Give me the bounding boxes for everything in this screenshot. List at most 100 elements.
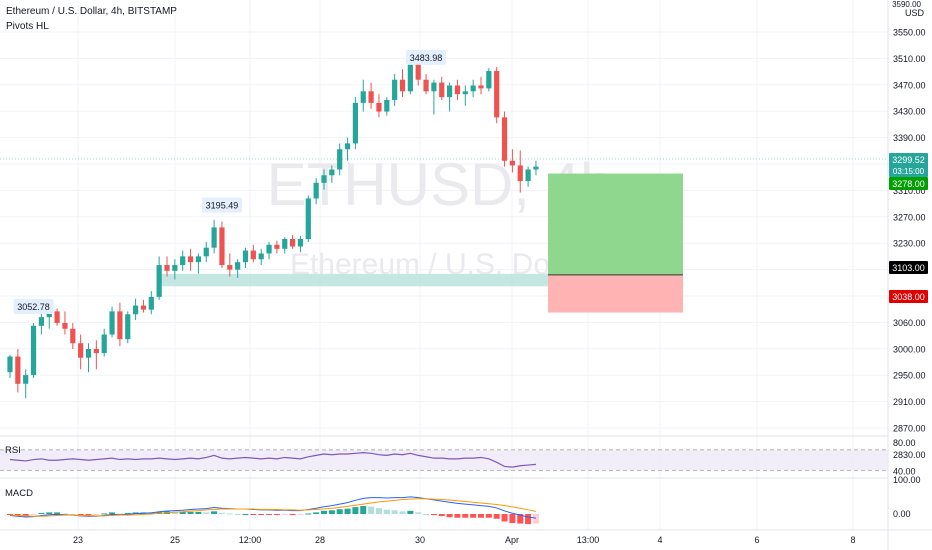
- candle-body: [313, 182, 319, 199]
- macd-histogram-bar: [321, 510, 327, 514]
- candle-body: [431, 82, 437, 92]
- candle-body: [321, 175, 327, 183]
- candle-body: [494, 71, 500, 118]
- candle-body: [227, 265, 233, 270]
- candle-body: [140, 305, 147, 310]
- current-price-badge-bg: [889, 153, 928, 177]
- macd-histogram-bar: [187, 511, 194, 514]
- macd-histogram-bar: [462, 514, 469, 518]
- macd-histogram-bar: [77, 514, 84, 515]
- candle-body: [266, 244, 272, 254]
- macd-histogram-bar: [352, 507, 359, 514]
- candle-body: [462, 91, 468, 95]
- candle-body: [392, 79, 398, 100]
- macd-histogram-bar: [101, 513, 108, 515]
- candle-body: [7, 356, 13, 373]
- stop-price-badge: 3038.00: [892, 292, 925, 302]
- macd-histogram-bar: [7, 514, 13, 515]
- time-tick-label: 4: [657, 535, 662, 545]
- macd-histogram-bar: [423, 514, 430, 515]
- macd-histogram-bar: [30, 514, 37, 515]
- candle-body: [250, 250, 256, 260]
- macd-histogram-bar: [328, 510, 335, 514]
- macd-histogram-bar: [391, 510, 398, 514]
- candle-body: [133, 305, 139, 315]
- candle-body: [70, 328, 76, 344]
- price-tick-label: 3470.00: [893, 80, 926, 90]
- macd-histogram-bar: [116, 513, 123, 515]
- price-tick-label: 3000.00: [893, 344, 926, 354]
- macd-histogram-bar: [171, 511, 178, 514]
- candle-body: [125, 314, 131, 340]
- current-price-badge: 3299.52: [892, 155, 925, 165]
- macd-histogram-bar: [46, 512, 53, 514]
- macd-histogram-bar: [438, 514, 445, 517]
- price-tick-label: 3230.00: [893, 239, 926, 249]
- macd-histogram-bar: [430, 514, 437, 516]
- macd-histogram-bar: [446, 514, 453, 518]
- candle-body: [415, 57, 421, 80]
- candle-body: [525, 169, 531, 182]
- time-tick-label: 12:00: [239, 535, 262, 545]
- macd-histogram-bar: [399, 511, 406, 514]
- candle-body: [399, 79, 406, 92]
- target-price-badge-bg: [889, 177, 928, 190]
- macd-histogram-bar: [195, 511, 202, 514]
- candle-body: [290, 238, 296, 247]
- candle-body: [447, 85, 453, 98]
- price-tick-label: 3430.00: [893, 107, 926, 117]
- time-tick-label: 23: [73, 535, 83, 545]
- price-tick-label: 3060.00: [893, 318, 926, 328]
- candle-body: [219, 227, 225, 266]
- macd-histogram-bar: [250, 514, 257, 515]
- macd-histogram-bar: [258, 514, 265, 515]
- candle-body: [109, 311, 115, 335]
- candle-body: [501, 117, 508, 161]
- candle-body: [407, 57, 413, 92]
- time-tick-label: 8: [850, 535, 855, 545]
- price-tick-label: 3270.00: [893, 212, 926, 222]
- position-target-zone: [548, 173, 683, 275]
- macd-histogram-bar: [336, 509, 343, 514]
- price-tick-label: 2950.00: [893, 371, 926, 381]
- candle-body: [203, 247, 209, 257]
- entry-price-badge-bg: [889, 261, 928, 274]
- macd-histogram-bar: [415, 512, 422, 514]
- candle-body: [15, 356, 21, 384]
- time-tick-label: 30: [415, 535, 425, 545]
- pivot-label: 3195.49: [206, 201, 239, 211]
- currency-label[interactable]: USD: [904, 8, 924, 18]
- signal-line: [9, 498, 537, 517]
- pivot-label: 3483.98: [410, 53, 443, 63]
- axis-top-price: 3590.00: [892, 0, 921, 9]
- candle-body: [85, 349, 92, 358]
- candle-body: [368, 91, 374, 103]
- macd-histogram-bar: [368, 506, 375, 514]
- candle-body: [195, 256, 201, 263]
- candle-body: [517, 165, 523, 182]
- rsi-line: [9, 452, 537, 468]
- macd-histogram-bar: [179, 511, 186, 514]
- macd-histogram-bar: [532, 514, 539, 524]
- macd-tick-label: 0.00: [893, 509, 911, 519]
- candle-body: [211, 227, 217, 248]
- candle-body: [423, 79, 429, 92]
- macd-histogram-bar: [124, 512, 131, 514]
- rsi-band: [0, 449, 888, 471]
- candle-body: [235, 262, 241, 270]
- candle-body: [337, 149, 343, 170]
- macd-tick-label: 100.00: [893, 475, 921, 485]
- candle-body: [478, 85, 484, 89]
- macd-histogram-bar: [93, 514, 100, 515]
- pivot-label: 3052.78: [17, 302, 50, 312]
- symbol-title: Ethereum / U.S. Dollar, 4h, BITSTAMP: [6, 6, 177, 17]
- candle-body: [258, 253, 264, 260]
- macd-histogram-bar: [218, 512, 225, 514]
- macd-histogram-bar: [38, 512, 45, 514]
- candle-body: [384, 99, 390, 112]
- macd-histogram-bar: [211, 511, 218, 514]
- macd-histogram-bar: [234, 514, 241, 515]
- candle-body: [352, 102, 358, 144]
